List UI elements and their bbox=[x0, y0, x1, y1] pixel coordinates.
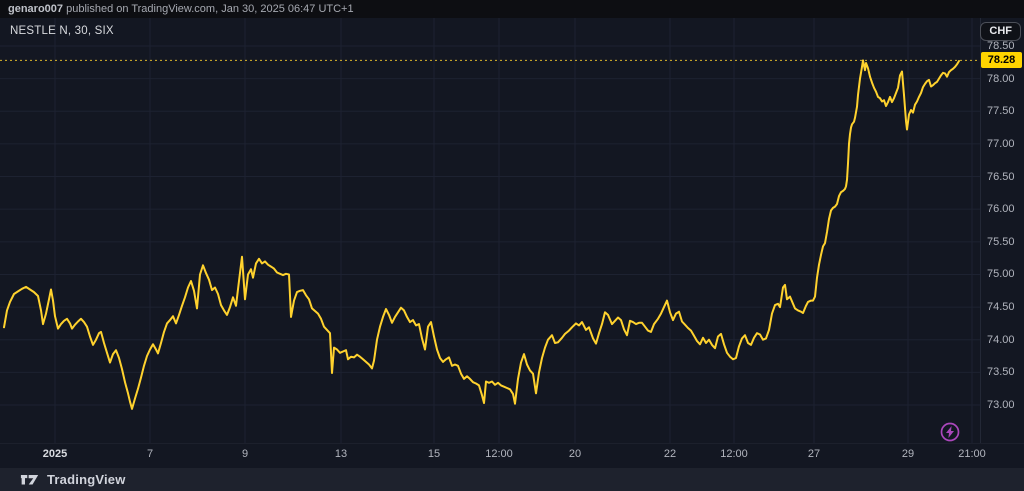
price-tick-label: 73.00 bbox=[987, 399, 1015, 411]
time-tick-label: 2025 bbox=[42, 448, 68, 460]
last-price-badge: 78.28 bbox=[981, 52, 1022, 69]
price-tick-label: 78.50 bbox=[987, 40, 1015, 52]
price-tick-label: 74.50 bbox=[987, 301, 1015, 314]
time-axis-border bbox=[0, 443, 1024, 444]
price-tick-label: 78.00 bbox=[987, 72, 1015, 85]
price-tick-label: 74.00 bbox=[987, 333, 1015, 346]
price-tick-label: 73.50 bbox=[987, 366, 1015, 379]
time-tick-label: 15 bbox=[427, 448, 441, 460]
time-tick-label: 12:00 bbox=[485, 448, 513, 460]
footer-bar: TradingView bbox=[0, 468, 1024, 491]
price-line-series bbox=[3, 59, 960, 410]
price-scale[interactable]: 78.50 78.00 77.50 77.00 76.50 76.00 75.50 75.00… bbox=[980, 18, 1024, 443]
attribution-text: published on TradingView.com, Jan 30, 20… bbox=[63, 3, 354, 15]
time-tick-label: 20 bbox=[568, 448, 582, 460]
time-tick-label: 21:00 bbox=[958, 448, 986, 460]
price-tick-label: 76.50 bbox=[987, 170, 1015, 183]
footer-brand-text[interactable]: TradingView bbox=[47, 472, 126, 487]
attribution-bar: genaro007 published on TradingView.com, … bbox=[0, 0, 1024, 18]
price-tick-label: 75.00 bbox=[987, 268, 1015, 281]
time-tick-label: 22 bbox=[663, 448, 677, 460]
currency-button[interactable]: CHF bbox=[980, 22, 1021, 41]
tradingview-logo-icon[interactable] bbox=[20, 472, 40, 487]
realtime-lightning-icon[interactable] bbox=[940, 422, 960, 442]
price-tick-label: 76.00 bbox=[987, 203, 1015, 216]
time-scale[interactable]: 2025 7 9 13 15 12:00 20 22 12:00 27 29 21:00 bbox=[0, 443, 986, 468]
time-tick-label: 7 bbox=[146, 448, 154, 460]
attribution-username: genaro007 bbox=[8, 3, 64, 15]
time-tick-label: 13 bbox=[334, 448, 348, 460]
time-tick-label: 12:00 bbox=[720, 448, 748, 460]
grid-lines bbox=[0, 18, 980, 443]
symbol-legend[interactable]: NESTLE N, 30, SIX bbox=[10, 25, 114, 37]
price-tick-label: 75.50 bbox=[987, 235, 1015, 248]
time-tick-label: 27 bbox=[807, 448, 821, 460]
price-axis-border bbox=[980, 18, 981, 443]
time-tick-label: 29 bbox=[901, 448, 915, 460]
time-tick-label: 9 bbox=[241, 448, 249, 460]
price-tick-label: 77.50 bbox=[987, 105, 1015, 118]
price-tick-label: 77.00 bbox=[987, 137, 1015, 150]
